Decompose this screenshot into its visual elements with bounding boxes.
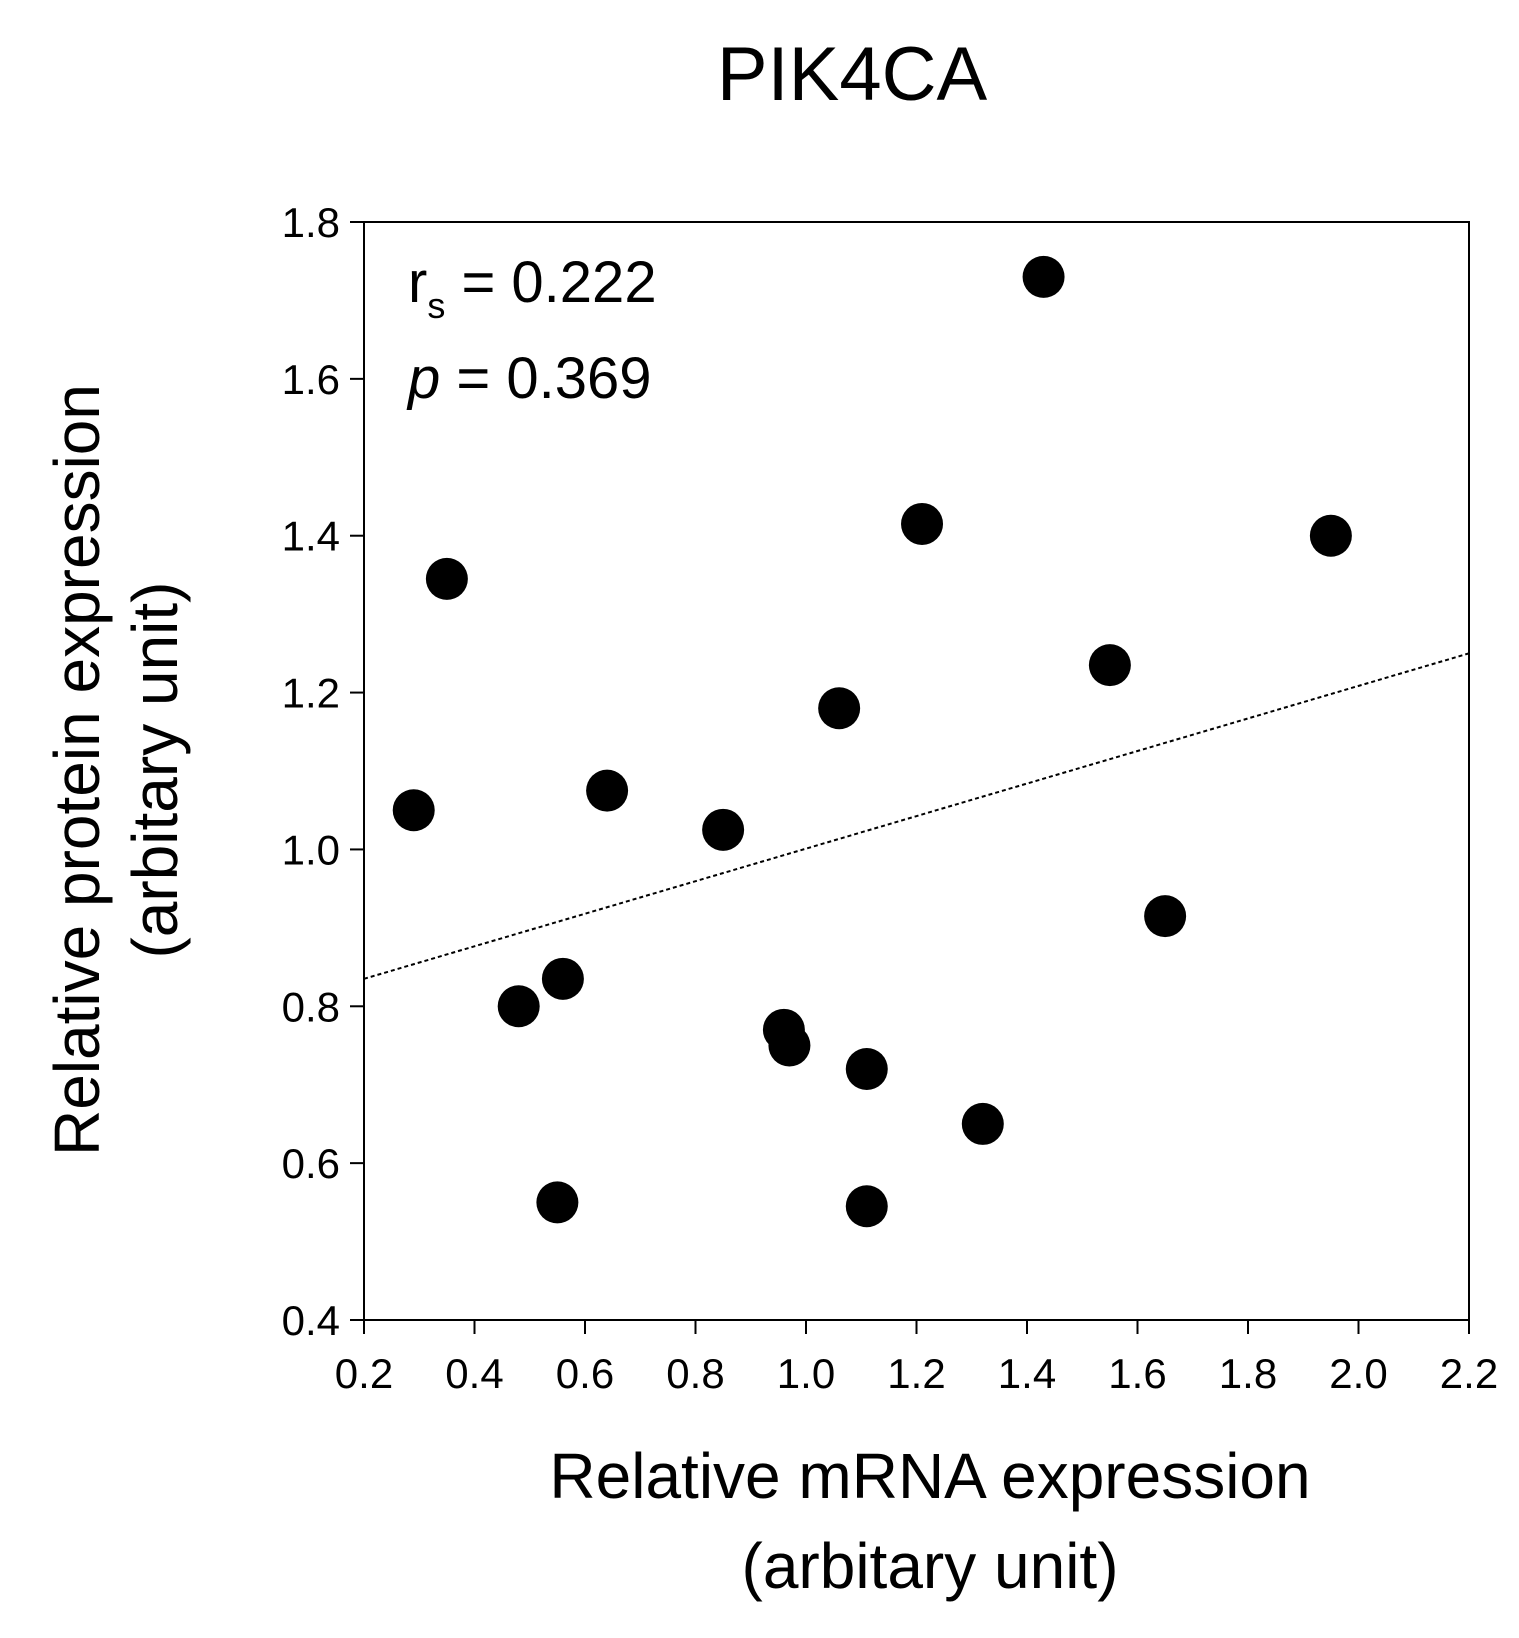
y-tick-label: 1.4 [282, 513, 340, 560]
data-point [845, 1185, 888, 1228]
rs-annotation: rs = 0.222 [408, 250, 657, 326]
x-tick-label: 0.4 [445, 1350, 503, 1397]
data-point [392, 789, 435, 832]
data-point [961, 1102, 1004, 1145]
y-tick-label: 1.6 [282, 356, 340, 403]
data-point [818, 687, 861, 730]
x-tick-label: 1.4 [998, 1350, 1056, 1397]
data-point [536, 1181, 579, 1224]
y-tick-label: 0.8 [282, 983, 340, 1030]
data-point [1022, 255, 1065, 298]
y-tick-label: 1.8 [282, 199, 340, 246]
data-point [1088, 644, 1131, 687]
x-tick-label: 1.8 [1219, 1350, 1277, 1397]
x-tick-label: 2.0 [1329, 1350, 1387, 1397]
x-axis-label: Relative mRNA expression [549, 1440, 1310, 1512]
axis-ticks: 0.2 0.4 0.6 0.8 1.0 1.2 1.4 1.6 1.8 2.0 2.2 0.4 0.6 0… [282, 199, 1499, 1397]
data-point [497, 985, 540, 1028]
y-tick-label: 1.2 [282, 670, 340, 717]
x-axis-label-units: (arbitary unit) [742, 1530, 1119, 1602]
data-points [392, 255, 1352, 1228]
data-point [1309, 514, 1352, 557]
data-point [768, 1024, 811, 1067]
trend-line [363, 652, 1470, 980]
data-point [541, 957, 584, 1000]
y-tick-label: 1.0 [282, 826, 340, 873]
x-tick-label: 0.6 [556, 1350, 614, 1397]
data-point [702, 808, 745, 851]
y-tick-label: 0.6 [282, 1140, 340, 1187]
data-point [425, 557, 468, 600]
x-tick-label: 1.2 [887, 1350, 945, 1397]
stats-annotation: rs = 0.222 p = 0.369 [406, 250, 657, 411]
p-annotation: p = 0.369 [406, 346, 652, 411]
y-axis-label: Relative protein expression [41, 384, 113, 1156]
x-tick-label: 1.6 [1108, 1350, 1166, 1397]
x-tick-label: 1.0 [777, 1350, 835, 1397]
data-point [1144, 895, 1187, 938]
x-tick-label: 0.8 [666, 1350, 724, 1397]
y-axis-label-units: (arbitary unit) [119, 582, 191, 959]
y-tick-label: 0.4 [282, 1297, 340, 1344]
data-point [586, 769, 629, 812]
chart-title: PIK4CA [717, 32, 988, 117]
x-tick-label: 0.2 [335, 1350, 393, 1397]
data-point [901, 502, 944, 545]
data-point [845, 1048, 888, 1091]
x-tick-label: 2.2 [1440, 1350, 1498, 1397]
